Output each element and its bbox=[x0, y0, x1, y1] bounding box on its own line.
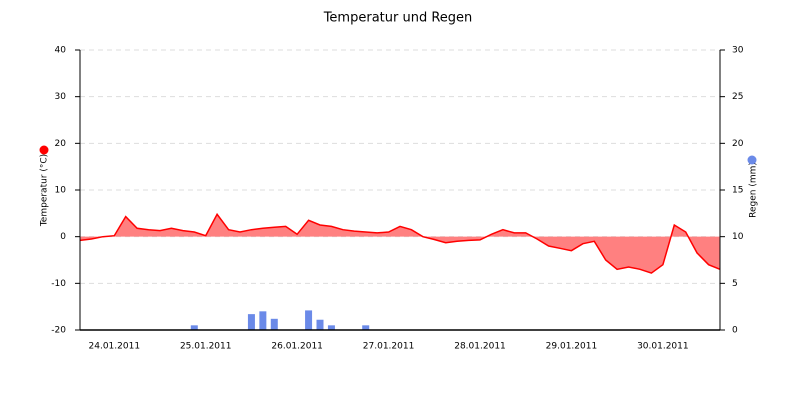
x-tick-label: 25.01.2011 bbox=[180, 342, 232, 352]
x-tick-label: 28.01.2011 bbox=[454, 342, 506, 352]
y-tick-label: 10 bbox=[55, 186, 67, 196]
y2-tick-label: 25 bbox=[732, 92, 743, 102]
rain-bar bbox=[327, 325, 335, 330]
y2-tick-label: 10 bbox=[732, 232, 744, 242]
y2-tick-label: 30 bbox=[732, 46, 744, 56]
y-tick-label: 20 bbox=[55, 139, 67, 149]
temperature-line bbox=[79, 212, 721, 274]
rain-bar bbox=[305, 310, 313, 330]
legend-dot bbox=[747, 155, 757, 165]
x-tick-label: 30.01.2011 bbox=[637, 342, 689, 352]
y-tick-label: -20 bbox=[51, 326, 66, 336]
y2-tick-label: 0 bbox=[732, 326, 738, 336]
y-tick-label: 0 bbox=[60, 232, 66, 242]
y2-tick-label: 20 bbox=[732, 139, 744, 149]
x-tick-label: 24.01.2011 bbox=[89, 342, 141, 352]
chart-title: Temperatur und Regen bbox=[323, 11, 473, 26]
x-tick-label: 26.01.2011 bbox=[271, 342, 323, 352]
legend-dot bbox=[39, 145, 49, 155]
rain-bar bbox=[270, 318, 278, 330]
x-tick-label: 27.01.2011 bbox=[363, 342, 415, 352]
y2-tick-label: 5 bbox=[732, 279, 738, 289]
y2-tick-label: 15 bbox=[732, 186, 743, 196]
rain-bar bbox=[362, 325, 370, 330]
rain-bar bbox=[259, 311, 267, 330]
y-tick-label: -10 bbox=[51, 279, 66, 289]
y2-axis-title: Regen (mm) bbox=[749, 162, 759, 218]
y-axis-title: Temperatur (°C) bbox=[40, 154, 50, 227]
rain-bar bbox=[190, 325, 198, 330]
y-tick-label: 40 bbox=[55, 46, 67, 56]
rain-bar bbox=[247, 314, 255, 330]
x-tick-label: 29.01.2011 bbox=[546, 342, 598, 352]
temperature-area bbox=[80, 214, 720, 274]
rain-bar bbox=[316, 319, 324, 330]
y-tick-label: 30 bbox=[55, 92, 67, 102]
